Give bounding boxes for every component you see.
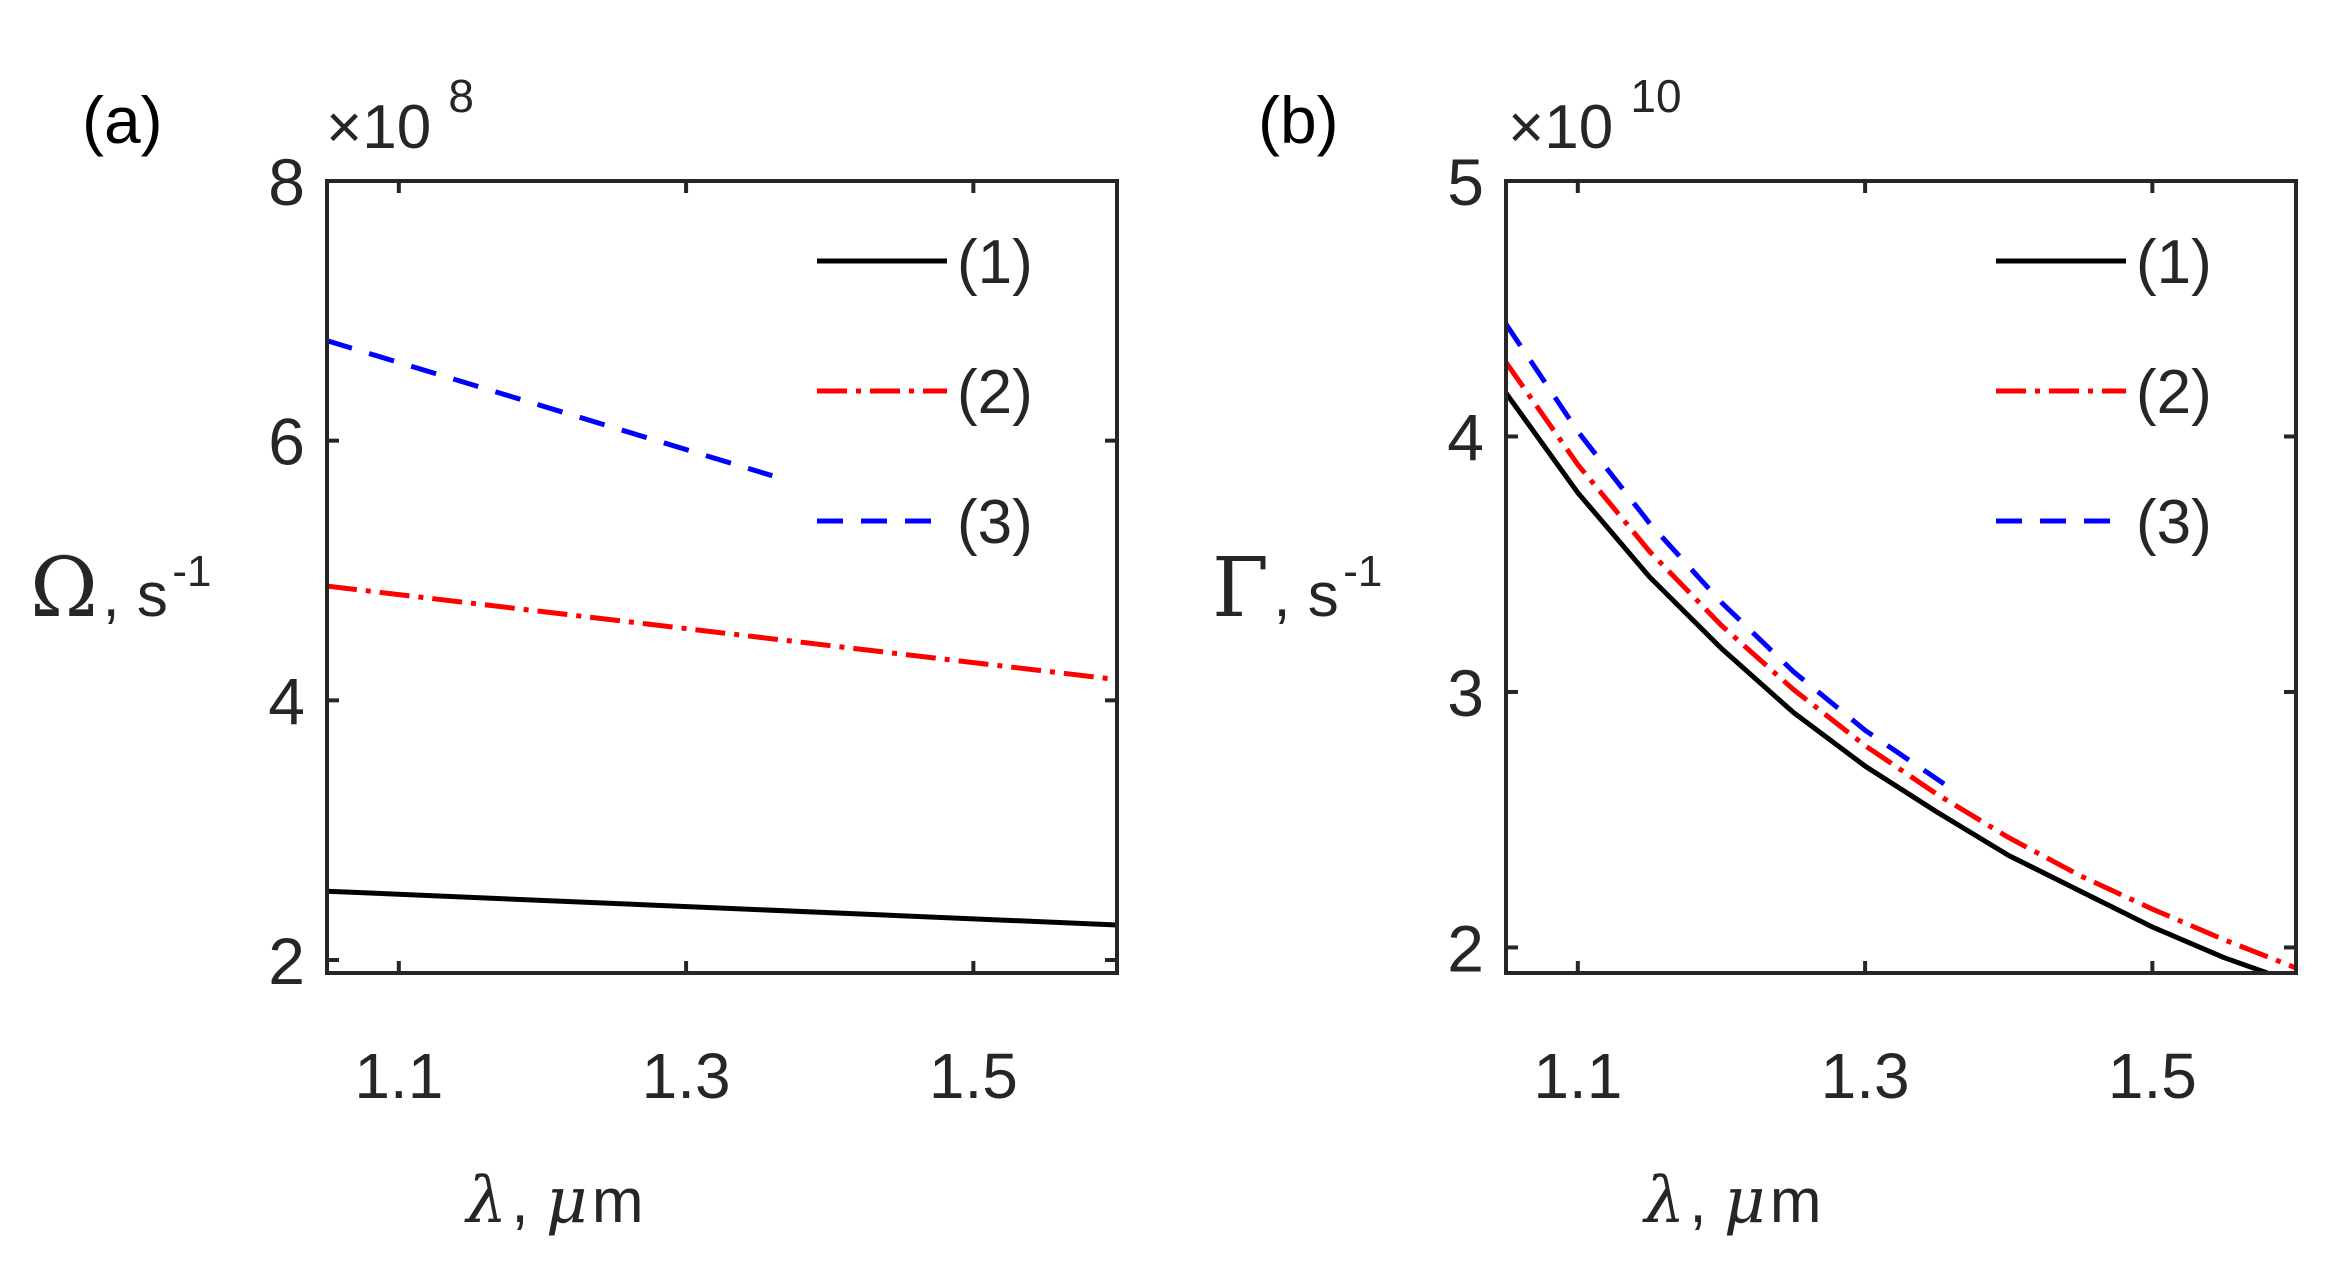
panel-a-xlabel-unit: m	[592, 1167, 644, 1236]
panel-a-ytick-label: 6	[268, 405, 305, 479]
panel-a-ylabel-unit: , s	[102, 561, 167, 630]
panel-b-xtick-label: 1.3	[1821, 1040, 1910, 1112]
panel-b-ytick-label: 4	[1447, 400, 1484, 474]
panel-a-xlabel-symbol: λ	[463, 1164, 507, 1238]
panel-b-exponent: ×10 10	[1508, 70, 1682, 162]
panel-b-series-2-line	[1506, 360, 2296, 971]
panel-a-ytick-label: 8	[268, 145, 305, 219]
panel-b-xlabel-unit: m	[1770, 1167, 1822, 1236]
panel-a-plot: 1.1 1.3 1.5 2 4 6 8 (1) (2) (3)	[268, 145, 1119, 1112]
panel-b-series-1-line	[1506, 391, 2269, 973]
panel-b-ylabel-unit: , s	[1273, 561, 1338, 630]
panel-a-xlabel: λ , μ m	[463, 1164, 643, 1238]
panel-a-xtick-label: 1.1	[354, 1040, 443, 1112]
panel-b-xtick-label: 1.1	[1533, 1040, 1622, 1112]
panel-b-xlabel-symbol: λ	[1641, 1164, 1685, 1238]
panel-a-series-1-line	[327, 888, 1117, 928]
panel-a-ytick-label: 4	[268, 664, 305, 738]
panel-b: (b) ×10 10 Γ , s -1 λ , μ m 1.1 1.3 1.5 2 3 4…	[1212, 70, 2298, 1238]
panel-b-ylabel: Γ , s -1	[1212, 541, 1382, 636]
panel-a-xlabel-mid: ,	[511, 1167, 545, 1236]
panel-a-axes-box	[325, 179, 1119, 975]
panel-a: (a) ×10 8 Ω , s -1 λ , μ m 1.1 1.3 1.5 2 4 6 8…	[30, 70, 1119, 1238]
panel-b-ylabel-unit-power: -1	[1343, 547, 1382, 596]
panel-a-ylabel-unit-power: -1	[172, 547, 211, 596]
panel-a-ylabel: Ω , s -1	[30, 541, 211, 636]
panel-b-ytick-label: 5	[1447, 145, 1484, 219]
panel-b-series-3-line	[1506, 322, 1946, 786]
panel-b-ylabel-symbol: Γ	[1212, 541, 1269, 636]
panel-a-ylabel-symbol: Ω	[30, 541, 98, 636]
panel-a-legend-label-2: (2)	[957, 358, 1033, 427]
panel-a-ytick-label: 2	[268, 924, 305, 998]
panel-b-legend-label-2: (2)	[2136, 358, 2212, 427]
panel-a-exponent-prefix: ×10	[326, 93, 431, 162]
panel-b-legend-label-3: (3)	[2136, 488, 2212, 557]
panel-b-label: (b)	[1258, 83, 1339, 157]
panel-b-exponent-power: 10	[1630, 70, 1681, 122]
panel-b-xtick-label: 1.5	[2108, 1040, 2197, 1112]
panel-b-xlabel-mid: ,	[1689, 1167, 1723, 1236]
panel-a-xtick-label: 1.5	[929, 1040, 1018, 1112]
panel-a-label: (a)	[82, 83, 163, 157]
panel-b-xlabel-mu: μ	[1724, 1164, 1766, 1238]
panel-b-xlabel: λ , μ m	[1641, 1164, 1821, 1238]
panel-a-xlabel-mu: μ	[546, 1164, 588, 1238]
panel-a-legend-label-3: (3)	[957, 488, 1033, 557]
panel-a-legend-label-1: (1)	[957, 228, 1033, 297]
panel-a-series-2-line	[327, 583, 1117, 683]
panel-a-series-3-line	[327, 338, 774, 479]
panel-b-plot: 1.1 1.3 1.5 2 3 4 5 (1) (2) (3)	[1447, 145, 2298, 1112]
panel-a-xtick-label: 1.3	[642, 1040, 731, 1112]
panel-b-axes-box	[1504, 179, 2298, 975]
panel-a-exponent: ×10 8	[326, 70, 474, 162]
panel-a-exponent-power: 8	[448, 70, 474, 122]
panel-b-ytick-label: 3	[1447, 656, 1484, 730]
panel-b-exponent-prefix: ×10	[1508, 93, 1613, 162]
panel-b-legend-label-1: (1)	[2136, 228, 2212, 297]
panel-b-ytick-label: 2	[1447, 911, 1484, 985]
